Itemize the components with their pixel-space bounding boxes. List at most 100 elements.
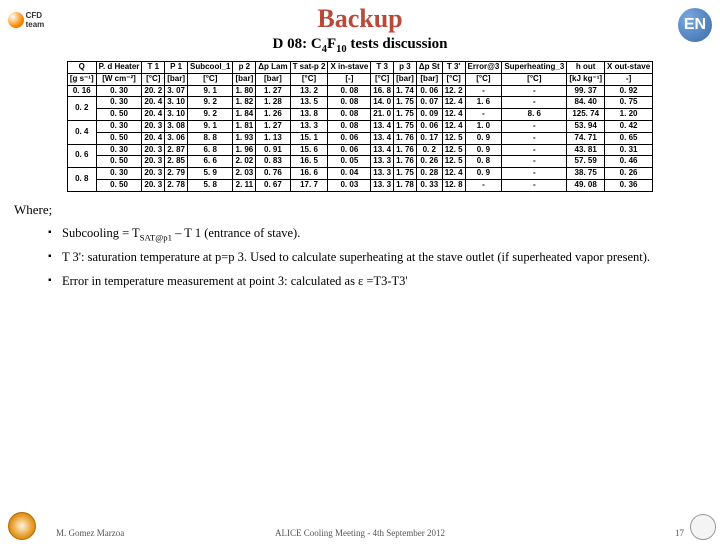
col-header: T 3'	[442, 62, 465, 74]
data-cell: 20. 4	[142, 109, 165, 121]
q-cell: 0. 16	[67, 85, 96, 97]
col-header: Q	[67, 62, 96, 74]
col-unit: [bar]	[233, 73, 256, 85]
data-cell: 84. 40	[567, 97, 605, 109]
results-table: QP. d HeaterT 1P 1Subcool_1p 2Δp LamT sa…	[67, 61, 653, 192]
data-cell: 16. 5	[290, 156, 328, 168]
data-cell: 1. 13	[256, 132, 290, 144]
bullets: Subcooling = TSAT@p1 – T 1 (entrance of …	[0, 222, 720, 294]
data-cell: 0. 04	[328, 168, 371, 180]
data-cell: 0. 30	[96, 120, 142, 132]
data-cell: 0. 06	[416, 85, 442, 97]
data-cell: 2. 85	[165, 156, 188, 168]
col-unit: [°C]	[502, 73, 567, 85]
data-cell: 2. 03	[233, 168, 256, 180]
data-cell: 0. 76	[256, 168, 290, 180]
data-cell: -	[465, 109, 502, 121]
data-cell: 1. 75	[394, 168, 417, 180]
data-cell: 0. 30	[96, 97, 142, 109]
col-unit: [°C]	[371, 73, 394, 85]
col-header: X out-stave	[605, 62, 653, 74]
q-cell: 0. 2	[67, 97, 96, 121]
data-cell: 13. 2	[290, 85, 328, 97]
data-cell: 3. 06	[165, 132, 188, 144]
col-unit: -]	[605, 73, 653, 85]
data-cell: 0. 2	[416, 144, 442, 156]
col-unit: [bar]	[165, 73, 188, 85]
data-cell: -	[502, 144, 567, 156]
q-cell: 0. 6	[67, 144, 96, 168]
footer-author: M. Gomez Marzoa	[56, 528, 124, 538]
data-cell: 3. 08	[165, 120, 188, 132]
data-cell: 9. 1	[188, 85, 233, 97]
data-cell: -	[465, 179, 502, 191]
where-label: Where;	[14, 202, 720, 218]
bullet-item: Error in temperature measurement at poin…	[48, 270, 720, 294]
data-cell: 0. 17	[416, 132, 442, 144]
data-cell: 12. 2	[442, 85, 465, 97]
data-cell: 5. 8	[188, 179, 233, 191]
data-cell: 13. 4	[371, 132, 394, 144]
data-cell: -	[502, 120, 567, 132]
data-cell: 17. 7	[290, 179, 328, 191]
data-cell: 0. 9	[465, 168, 502, 180]
data-cell: 0. 03	[328, 179, 371, 191]
data-cell: 12. 5	[442, 144, 465, 156]
data-cell: 9. 1	[188, 120, 233, 132]
col-header: T 3	[371, 62, 394, 74]
col-header: p 2	[233, 62, 256, 74]
data-cell: 3. 10	[165, 109, 188, 121]
data-cell: 1. 93	[233, 132, 256, 144]
data-cell: 0. 33	[416, 179, 442, 191]
col-header: T sat-p 2	[290, 62, 328, 74]
data-cell: 13. 3	[371, 168, 394, 180]
data-cell: 12. 5	[442, 156, 465, 168]
data-cell: 6. 8	[188, 144, 233, 156]
col-unit: [W cm⁻²]	[96, 73, 142, 85]
data-cell: 0. 09	[416, 109, 442, 121]
data-cell: 0. 08	[328, 109, 371, 121]
data-cell: 5. 9	[188, 168, 233, 180]
data-cell: 0. 08	[328, 120, 371, 132]
col-unit: [bar]	[416, 73, 442, 85]
col-header: Superheating_3	[502, 62, 567, 74]
data-cell: 1. 84	[233, 109, 256, 121]
data-cell: 1. 75	[394, 120, 417, 132]
data-cell: 20. 3	[142, 179, 165, 191]
bullet-item: T 3': saturation temperature at p=p 3. U…	[48, 246, 720, 270]
col-header: Δp Lam	[256, 62, 290, 74]
data-cell: 1. 82	[233, 97, 256, 109]
data-cell: 9. 2	[188, 97, 233, 109]
data-cell: 74. 71	[567, 132, 605, 144]
data-cell: -	[502, 179, 567, 191]
page-title: Backup	[0, 4, 720, 34]
data-cell: 1. 28	[256, 97, 290, 109]
data-cell: 8. 6	[502, 109, 567, 121]
table-body: 0. 160. 3020. 23. 079. 11. 801. 2713. 20…	[67, 85, 652, 191]
cfd-logo: CFD team	[8, 10, 62, 30]
data-cell: -	[502, 85, 567, 97]
data-cell: 1. 74	[394, 85, 417, 97]
data-cell: 0. 06	[416, 120, 442, 132]
col-unit: [°C]	[142, 73, 165, 85]
data-cell: 0. 42	[605, 120, 653, 132]
data-cell: 53. 94	[567, 120, 605, 132]
data-cell: 0. 9	[465, 144, 502, 156]
data-cell: 1. 20	[605, 109, 653, 121]
col-header: X in-stave	[328, 62, 371, 74]
bullet-item: Subcooling = TSAT@p1 – T 1 (entrance of …	[48, 222, 720, 246]
data-cell: 1. 78	[394, 179, 417, 191]
page-subtitle: D 08: C4F10 tests discussion	[0, 36, 720, 55]
data-cell: 1. 75	[394, 109, 417, 121]
data-cell: 0. 92	[605, 85, 653, 97]
data-cell: 0. 36	[605, 179, 653, 191]
data-cell: 43. 81	[567, 144, 605, 156]
data-cell: 0. 30	[96, 85, 142, 97]
data-cell: 20. 4	[142, 132, 165, 144]
data-cell: 0. 08	[328, 85, 371, 97]
data-cell: 0. 83	[256, 156, 290, 168]
data-cell: 99. 37	[567, 85, 605, 97]
data-cell: 0. 50	[96, 132, 142, 144]
col-unit: [kJ kg⁻¹]	[567, 73, 605, 85]
data-cell: 12. 4	[442, 168, 465, 180]
